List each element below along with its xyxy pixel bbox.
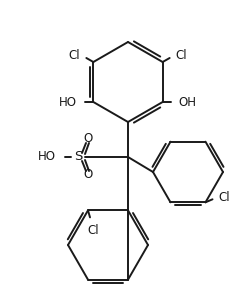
Text: Cl: Cl	[175, 48, 186, 62]
Text: HO: HO	[38, 150, 56, 163]
Text: O: O	[83, 132, 92, 145]
Text: Cl: Cl	[218, 191, 229, 204]
Text: O: O	[83, 168, 92, 181]
Text: Cl: Cl	[87, 224, 99, 237]
Text: S: S	[74, 150, 82, 163]
Text: HO: HO	[59, 95, 77, 109]
Text: Cl: Cl	[69, 48, 80, 62]
Text: OH: OH	[178, 95, 196, 109]
